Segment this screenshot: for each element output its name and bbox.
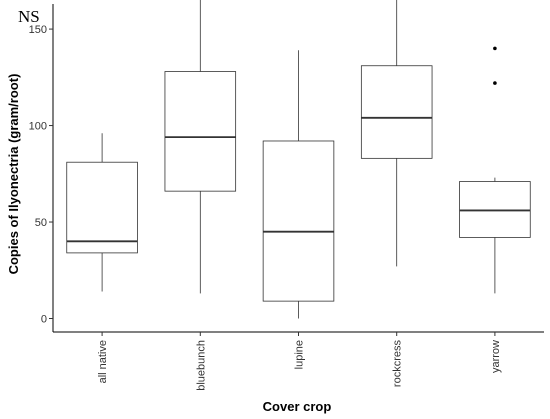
box-iqr	[361, 66, 432, 159]
y-tick-label: 150	[29, 24, 47, 36]
x-tick-label: lupine	[294, 340, 306, 369]
x-tick-label: yarrow	[490, 340, 502, 373]
x-tick-label: all native	[97, 340, 109, 383]
x-axis-title: Cover crop	[263, 399, 332, 414]
box-iqr	[165, 72, 236, 192]
x-tick-label: bluebunch	[195, 340, 207, 391]
box-iqr	[67, 162, 138, 253]
y-axis-title: Copies of Ilyonectria (gram/root)	[6, 74, 21, 275]
box-iqr	[460, 182, 531, 238]
x-tick-label: rockcress	[392, 340, 404, 388]
y-tick-label: 50	[35, 217, 47, 229]
box-iqr	[263, 141, 334, 301]
plot-area: 0 50 100 150 all native bluebunch lupine rockcr…	[29, 0, 544, 391]
y-tick-label: 0	[41, 313, 47, 325]
outlier-point	[493, 81, 497, 85]
y-tick-label: 100	[29, 121, 47, 133]
outlier-point	[493, 47, 497, 51]
